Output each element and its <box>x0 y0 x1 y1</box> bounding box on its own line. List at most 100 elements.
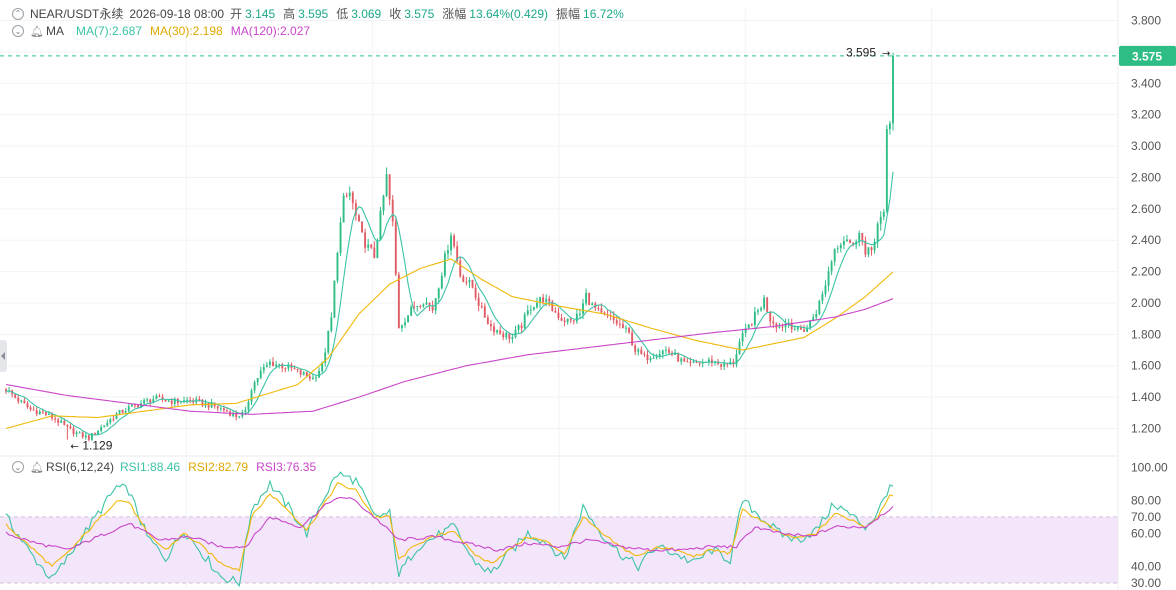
candle-body <box>287 364 290 369</box>
candle-body <box>625 327 627 329</box>
candle-body <box>499 330 502 334</box>
candle-body <box>388 174 391 200</box>
ma-collapse-toggle-icon[interactable]: ⌄ <box>12 25 24 37</box>
candle-body <box>680 358 683 362</box>
candle-body <box>210 402 213 408</box>
candle-body <box>364 232 367 248</box>
candle-body <box>849 239 851 243</box>
candle-body <box>382 195 385 211</box>
left-expand-handle-icon[interactable] <box>0 340 7 372</box>
candle-body <box>867 247 870 255</box>
candle-body <box>137 404 139 408</box>
candle-body <box>465 281 468 283</box>
low-arrow-icon: ← <box>70 442 78 453</box>
candle-body <box>72 428 75 435</box>
candle-body <box>799 327 802 330</box>
candle-body <box>664 349 667 351</box>
rsi-tick-label: 70.00 <box>1131 510 1161 524</box>
collapse-toggle-icon[interactable]: ⌃ <box>12 7 24 20</box>
high-annotation: 3.595 <box>846 46 876 60</box>
candle-body <box>477 297 480 306</box>
rsi-bell-icon[interactable]: 🔔︎ <box>30 461 44 474</box>
candle-body <box>667 349 670 353</box>
candle-body <box>726 363 729 365</box>
candle-body <box>247 401 250 410</box>
candle-body <box>514 329 517 338</box>
rsi-collapse-toggle-icon[interactable]: ⌄ <box>12 461 24 473</box>
price-tick-label: 2.200 <box>1131 265 1161 279</box>
candle-body <box>253 382 256 391</box>
candle-body <box>511 337 514 340</box>
candle-body <box>698 362 701 364</box>
candle-body <box>615 320 618 324</box>
candle-body <box>502 333 505 338</box>
candle-body <box>425 302 428 305</box>
candle-body <box>683 358 686 362</box>
candle-body <box>572 320 575 322</box>
candle-body <box>57 419 60 423</box>
candle-body <box>198 398 201 400</box>
symbol-label: NEAR/USDT永续 <box>30 7 124 21</box>
rsi-line-3 <box>5 496 894 552</box>
price-tick-label: 2.400 <box>1131 233 1161 247</box>
candle-body <box>318 370 321 378</box>
candle-body <box>26 403 29 408</box>
candle-body <box>269 361 271 365</box>
bell-icon[interactable]: 🔔︎ <box>30 25 44 38</box>
candle-body <box>882 211 885 217</box>
candle-body <box>744 328 747 334</box>
candle-body <box>443 253 446 276</box>
candle-body <box>462 276 465 282</box>
candle-body <box>410 306 413 316</box>
candle-body <box>373 247 376 258</box>
candle-body <box>523 314 526 329</box>
candle-body <box>333 280 336 318</box>
ma30-legend: MA(30):2.198 <box>150 24 223 38</box>
candle-body <box>155 395 158 400</box>
candle-body <box>226 410 228 412</box>
price-tick-label: 2.800 <box>1131 170 1161 184</box>
candle-body <box>100 427 103 431</box>
candle-body <box>78 432 81 434</box>
candle-body <box>597 308 600 310</box>
candle-body <box>628 327 630 333</box>
rsi-tick-label: 40.00 <box>1131 560 1161 574</box>
candle-datetime: 2026-09-18 08:00 <box>129 6 225 21</box>
candle-body <box>824 285 827 295</box>
price-tick-label: 3.800 <box>1131 14 1161 28</box>
price-tick-label: 1.200 <box>1131 421 1161 435</box>
candle-body <box>827 271 830 286</box>
candle-body <box>710 359 713 364</box>
candle-body <box>575 313 578 322</box>
price-tick-label: 1.600 <box>1131 359 1161 373</box>
candle-body <box>637 349 640 352</box>
candle-body <box>815 314 818 318</box>
candle-body <box>750 324 753 326</box>
candle-body <box>772 321 775 324</box>
candle-body <box>394 221 397 275</box>
ma7-line <box>5 171 894 436</box>
price-tick-label: 2.000 <box>1131 296 1161 310</box>
candle-body <box>873 241 876 251</box>
candle-body <box>324 352 327 363</box>
candle-body <box>308 376 311 379</box>
candle-body <box>376 240 379 258</box>
candle-body <box>219 408 222 410</box>
candle-body <box>603 312 606 314</box>
candle-body <box>66 424 69 427</box>
candle-body <box>560 318 563 321</box>
candle-body <box>655 356 658 358</box>
candle-body <box>456 246 459 261</box>
candle-body <box>339 222 342 253</box>
candle-body <box>870 247 873 251</box>
candle-body <box>493 326 495 333</box>
candle-body <box>305 372 308 377</box>
candle-body <box>760 308 762 311</box>
candle-body <box>545 298 548 303</box>
candle-body <box>90 433 93 440</box>
candle-body <box>496 330 499 333</box>
candle-body <box>284 368 287 370</box>
candle-body <box>238 416 241 418</box>
candle-body <box>554 310 557 313</box>
